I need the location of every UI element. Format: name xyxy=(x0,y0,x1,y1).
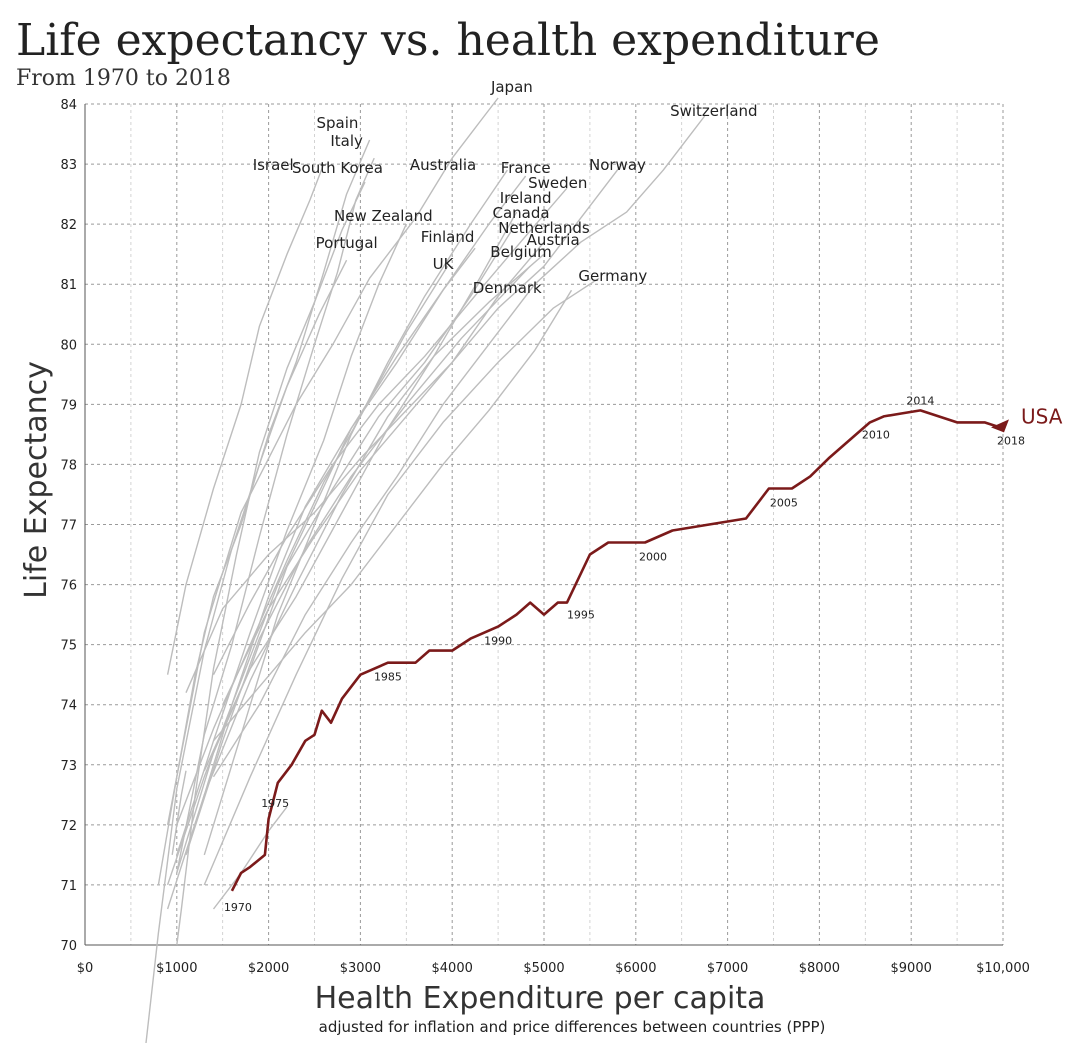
series-line xyxy=(212,289,573,742)
y-tick-label: 78 xyxy=(60,458,77,473)
x-tick-label: $10,000 xyxy=(976,961,1030,976)
x-tick-label: $1000 xyxy=(156,961,197,976)
series-line xyxy=(144,259,348,1048)
country-label: Ireland xyxy=(500,189,552,207)
year-label: 2005 xyxy=(770,496,798,509)
axis-ticks: $0 $1000 $2000 $3000 $4000 $5000 $6000 $7000 $80… xyxy=(60,98,1029,976)
country-label: Sweden xyxy=(528,174,587,192)
country-label: Germany xyxy=(578,267,647,285)
y-tick-label: 84 xyxy=(60,98,77,113)
x-tick-label: $0 xyxy=(77,961,94,976)
x-tick-label: $8000 xyxy=(799,961,840,976)
year-label: 2018 xyxy=(997,434,1025,447)
usa-arrowhead xyxy=(991,419,1009,433)
x-tick-label: $2000 xyxy=(248,961,289,976)
year-label: 2014 xyxy=(906,394,934,407)
year-label: 2010 xyxy=(862,428,890,441)
country-label: Israel xyxy=(253,156,294,174)
country-label: Netherlands xyxy=(498,219,590,237)
series-line xyxy=(203,277,600,886)
y-tick-label: 81 xyxy=(60,278,77,293)
country-label: New Zealand xyxy=(334,207,433,225)
y-tick-label: 79 xyxy=(60,398,77,413)
series-line xyxy=(176,181,366,946)
y-tick-label: 70 xyxy=(60,939,77,954)
grid xyxy=(84,103,1004,946)
y-axis-label: Life Expectancy xyxy=(19,361,54,599)
year-label: 1995 xyxy=(567,609,595,622)
country-label: Japan xyxy=(490,78,533,96)
year-label: 1975 xyxy=(261,797,289,810)
y-tick-label: 83 xyxy=(60,158,77,173)
series-line xyxy=(176,265,449,826)
y-tick-label: 72 xyxy=(60,819,77,834)
series-line xyxy=(203,169,508,856)
country-label: Belgium xyxy=(490,243,552,261)
year-label: 1970 xyxy=(224,901,252,914)
country-label: Portugal xyxy=(316,234,378,252)
chart-title: Life expectancy vs. health expenditure xyxy=(16,15,880,66)
country-label: Italy xyxy=(330,132,363,150)
x-tick-label: $7000 xyxy=(707,961,748,976)
country-label: Spain xyxy=(316,114,358,132)
series-line xyxy=(166,253,545,910)
y-tick-label: 82 xyxy=(60,218,77,233)
country-label: Canada xyxy=(493,204,550,222)
y-tick-label: 80 xyxy=(60,338,77,353)
year-label: 1985 xyxy=(374,671,402,684)
series-line xyxy=(166,247,476,886)
x-tick-label: $3000 xyxy=(340,961,381,976)
series-line xyxy=(185,265,531,856)
country-label: Norway xyxy=(589,156,646,174)
country-label: Austria xyxy=(527,231,580,249)
year-label: 1990 xyxy=(484,635,512,648)
x-tick-label: $9000 xyxy=(891,961,932,976)
series-line xyxy=(176,157,375,874)
usa-series: USA 1970 1975 1985 1990 1995 2000 2005 2010 2014 2… xyxy=(224,394,1063,914)
series-line xyxy=(185,163,623,693)
other-countries-lines xyxy=(144,97,706,1048)
series-line xyxy=(203,229,513,772)
y-tick-label: 75 xyxy=(60,639,77,654)
y-tick-label: 76 xyxy=(60,579,77,594)
country-label: Australia xyxy=(410,156,476,174)
chart-subtitle: From 1970 to 2018 xyxy=(16,66,231,91)
country-label: South Korea xyxy=(292,159,383,177)
usa-label: USA xyxy=(1021,404,1063,428)
series-line-fragment xyxy=(212,806,288,910)
x-tick-label: $5000 xyxy=(523,961,564,976)
series-line-fragment xyxy=(171,770,187,856)
usa-line xyxy=(230,409,1004,892)
series-line xyxy=(212,115,706,778)
country-label: France xyxy=(501,159,551,177)
year-label: 2000 xyxy=(639,551,667,564)
y-tick-label: 74 xyxy=(60,699,77,714)
y-tick-label: 71 xyxy=(60,879,77,894)
country-label: UK xyxy=(433,255,455,273)
x-tick-label: $6000 xyxy=(615,961,656,976)
series-line xyxy=(176,223,407,856)
series-line xyxy=(212,187,568,676)
country-label: Finland xyxy=(421,228,475,246)
series-line xyxy=(176,211,518,874)
country-label: Switzerland xyxy=(670,102,758,120)
country-label: Denmark xyxy=(473,279,542,297)
x-axis-sublabel: adjusted for inflation and price differe… xyxy=(319,1018,826,1036)
x-tick-label: $4000 xyxy=(432,961,473,976)
y-tick-label: 77 xyxy=(60,519,77,534)
x-axis-label: Health Expenditure per capita xyxy=(315,981,766,1016)
y-tick-label: 73 xyxy=(60,759,77,774)
series-line xyxy=(166,163,325,675)
